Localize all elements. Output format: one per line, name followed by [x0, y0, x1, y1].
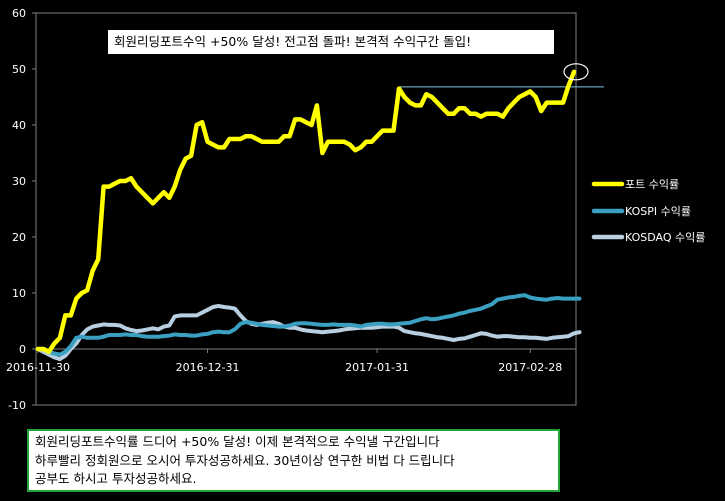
kospi-return-line: [36, 293, 582, 357]
legend-label: KOSDAQ 수익률: [625, 231, 705, 244]
series-group: [35, 69, 582, 362]
y-axis: -10 0 10 20 30 40 50 60: [8, 7, 36, 412]
highlight-ellipse: [563, 63, 589, 81]
x-axis: 2016-11-30 2016-12-31 2017-01-31 2017-02-28: [6, 348, 576, 374]
footer-line-2: 하루빨리 정회원으로 오시어 투자성공하세요. 30년이상 연구한 비법 다 드…: [35, 452, 455, 468]
footer-message-box: 회원리딩포트수익률 드디어 +50% 달성! 이제 본격적으로 수익낼 구간입니…: [27, 429, 560, 492]
portfolio-return-line: [35, 69, 577, 355]
y-tick-label: 50: [12, 63, 26, 76]
legend-label: 포트 수익률: [625, 178, 679, 191]
y-tick-label: 10: [12, 287, 26, 300]
footer-line-1: 회원리딩포트수익률 드디어 +50% 달성! 이제 본격적으로 수익낼 구간입니…: [35, 434, 440, 449]
y-tick-label: -10: [8, 399, 26, 412]
y-tick-label: 0: [19, 343, 26, 356]
y-tick-label: 40: [12, 119, 26, 132]
kosdaq-return-line: [36, 303, 582, 362]
legend: 포트 수익률 KOSPI 수익률 KOSDAQ 수익률: [591, 178, 705, 244]
x-tick-label: 2016-12-31: [176, 361, 240, 374]
footer-line-3: 공부도 하시고 투자성공하세요.: [35, 471, 197, 486]
latest-point-highlight: [563, 63, 589, 81]
plot-area: [35, 12, 577, 406]
x-tick-label: 2017-01-31: [345, 361, 409, 374]
y-tick-label: 60: [12, 7, 26, 20]
x-tick-label: 2017-02-28: [498, 361, 562, 374]
chart-annotation: 회원리딩포트수익 +50% 달성! 전고점 돌파! 본격적 수익구간 돌입!: [107, 29, 555, 55]
y-tick-label: 20: [12, 231, 26, 244]
x-tick-label: 2016-11-30: [6, 361, 70, 374]
legend-label: KOSPI 수익률: [625, 205, 691, 218]
y-tick-label: 30: [12, 175, 26, 188]
